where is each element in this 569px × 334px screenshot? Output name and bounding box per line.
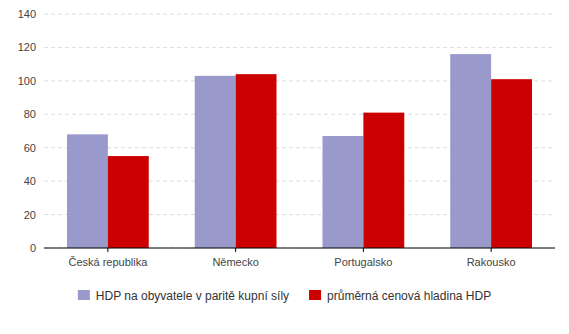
grid-line bbox=[44, 47, 555, 48]
y-tick-label: 120 bbox=[18, 41, 36, 53]
x-tick bbox=[491, 248, 492, 252]
chart: 0 20 40 60 80 100 120 140 Česká republika Německo… bbox=[0, 0, 569, 334]
x-tick-label: Německo bbox=[212, 256, 258, 268]
legend-label: průměrná cenová hladina HDP bbox=[327, 289, 491, 303]
grid-line bbox=[44, 248, 555, 249]
x-axis-line bbox=[44, 248, 555, 249]
x-tick-label: Portugalsko bbox=[334, 256, 392, 268]
legend: HDP na obyvatele v paritě kupní síly prům… bbox=[78, 289, 491, 303]
y-tick-label: 80 bbox=[24, 108, 36, 120]
legend-swatch bbox=[309, 290, 321, 300]
bar bbox=[108, 156, 149, 248]
x-tick bbox=[107, 248, 108, 252]
x-tick bbox=[235, 248, 236, 252]
legend-label: HDP na obyvatele v paritě kupní síly bbox=[96, 289, 289, 303]
y-tick-label: 140 bbox=[18, 8, 36, 20]
x-tick bbox=[363, 248, 364, 252]
y-tick-label: 60 bbox=[24, 142, 36, 154]
x-tick-label: Česká republika bbox=[68, 256, 148, 268]
bar bbox=[450, 54, 491, 248]
legend-swatch bbox=[78, 290, 90, 300]
bar bbox=[195, 76, 236, 248]
bar bbox=[363, 113, 404, 248]
bars bbox=[67, 54, 532, 248]
bar bbox=[67, 134, 108, 248]
y-tick-label: 100 bbox=[18, 75, 36, 87]
bar bbox=[236, 74, 277, 248]
y-tick-label: 20 bbox=[24, 209, 36, 221]
grid-line bbox=[44, 14, 555, 15]
bar bbox=[322, 136, 363, 248]
bar bbox=[491, 79, 532, 248]
y-tick-label: 0 bbox=[30, 242, 36, 254]
x-tick-label: Rakousko bbox=[467, 256, 516, 268]
y-tick-label: 40 bbox=[24, 175, 36, 187]
grid bbox=[44, 14, 555, 248]
